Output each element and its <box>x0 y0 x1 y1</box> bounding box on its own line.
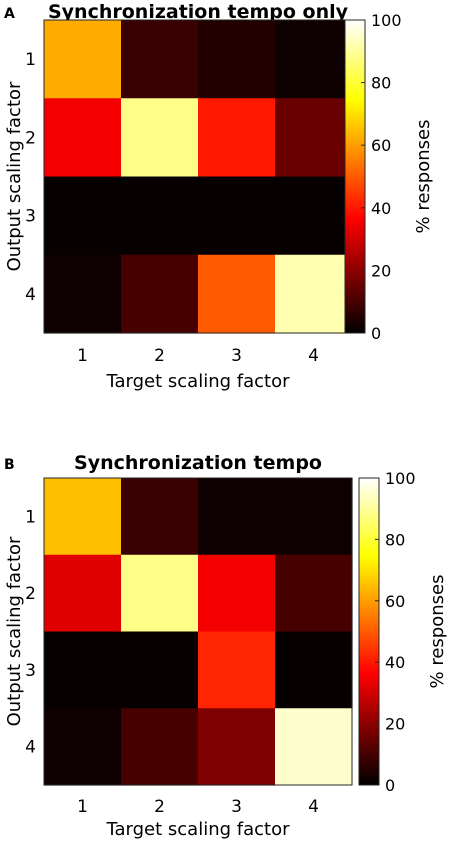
heatmap-cell <box>121 708 199 786</box>
colorbar-tick-label: 0 <box>371 324 381 343</box>
colorbar-tick-label: 80 <box>371 74 391 93</box>
plot-frame <box>43 477 353 786</box>
heatmap-cell <box>198 176 276 256</box>
y-tick-label: 4 <box>25 285 36 305</box>
heatmap-cell <box>198 478 276 556</box>
x-tick-label: 1 <box>77 797 88 817</box>
colorbar-tick-label: 60 <box>371 136 391 155</box>
y-tick-label: 4 <box>25 738 36 758</box>
y-axis-label: Output scaling factor <box>4 536 25 726</box>
panel-a: A Synchronization tempo only 1 2 3 4 1 2 3 4 Targe… <box>4 1 434 392</box>
heatmap-cell <box>44 631 122 709</box>
heatmap-cell <box>44 176 122 256</box>
heatmap-cell <box>275 478 353 556</box>
heatmap-cell <box>198 554 276 633</box>
x-tick-label: 3 <box>231 797 242 817</box>
heatmap-cell <box>121 554 199 633</box>
colorbar-tick-label: 60 <box>385 592 405 611</box>
panel-letter: A <box>4 6 15 22</box>
y-tick-label: 2 <box>25 584 36 604</box>
heatmap-cell <box>275 20 353 99</box>
y-tick-label: 1 <box>25 50 36 70</box>
chart-title: Synchronization tempo only <box>48 1 349 23</box>
heatmap-cell <box>121 176 199 256</box>
panel-letter: B <box>4 457 15 473</box>
colorbar-tick-label: 80 <box>385 530 405 549</box>
x-axis-label: Target scaling factor <box>105 819 290 840</box>
colorbar <box>358 477 380 786</box>
heatmap-cell <box>121 98 199 178</box>
y-tick-label: 3 <box>25 207 36 227</box>
heatmap-cell <box>198 254 276 334</box>
colorbar-tick-label: 100 <box>371 11 402 30</box>
heatmap-cell <box>44 20 122 99</box>
colorbar-tick-label: 20 <box>371 261 391 280</box>
heatmap-cell <box>44 98 122 178</box>
x-tick-label: 1 <box>77 346 88 366</box>
x-tick-label: 2 <box>154 797 165 817</box>
heatmap-cell <box>275 554 353 633</box>
heatmap-cell <box>44 478 122 556</box>
heatmap-cell <box>198 98 276 178</box>
heatmap-cell <box>44 554 122 633</box>
heatmap-cell <box>275 176 353 256</box>
heatmap-cell <box>198 20 276 99</box>
x-tick-label: 3 <box>231 346 242 366</box>
heatmap-cell <box>121 254 199 334</box>
heatmap-cell <box>275 631 353 709</box>
heatmap-cell <box>44 254 122 334</box>
x-tick-label: 4 <box>308 797 319 817</box>
y-axis-label: Output scaling factor <box>4 81 25 271</box>
colorbar <box>344 19 366 334</box>
colorbar-tick-label: 20 <box>385 715 405 734</box>
heatmap-cell <box>198 631 276 709</box>
heatmap-cell <box>275 708 353 786</box>
colorbar-label: % responses <box>427 575 448 689</box>
x-tick-label: 2 <box>154 346 165 366</box>
colorbar-tick-label: 40 <box>371 199 391 218</box>
heatmap-cell <box>275 98 353 178</box>
colorbar-label: % responses <box>413 120 434 234</box>
colorbar-tick-label: 40 <box>385 653 405 672</box>
heatmap-cell <box>44 708 122 786</box>
colorbar-tick-label: 0 <box>385 776 395 795</box>
x-tick-label: 4 <box>308 346 319 366</box>
heatmap-cell <box>121 20 199 99</box>
chart-title: Synchronization tempo <box>74 452 322 474</box>
colorbar-tick-label: 100 <box>385 469 416 488</box>
y-tick-label: 2 <box>25 128 36 148</box>
heatmap-cell <box>275 254 353 334</box>
y-tick-label: 1 <box>25 507 36 527</box>
heatmap-cell <box>121 478 199 556</box>
x-axis-label: Target scaling factor <box>105 371 290 392</box>
heatmap-cell <box>121 631 199 709</box>
y-tick-label: 3 <box>25 661 36 681</box>
heatmap-cell <box>198 708 276 786</box>
